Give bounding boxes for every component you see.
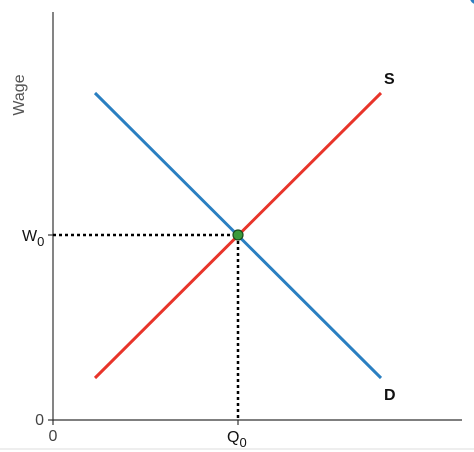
x-origin-label: 0 xyxy=(49,428,58,445)
equilibrium-point xyxy=(232,229,244,241)
supply-label: S xyxy=(384,71,395,88)
wage-label: W0 xyxy=(22,228,44,249)
corner-handle xyxy=(470,0,474,4)
quantity-sub: 0 xyxy=(239,435,246,450)
wage-main: W xyxy=(22,228,38,245)
y-origin-label: 0 xyxy=(35,412,44,429)
y-axis-label: Wage xyxy=(11,74,28,115)
wage-sub: 0 xyxy=(37,234,44,249)
demand-label: D xyxy=(384,387,396,404)
quantity-main: Q xyxy=(227,429,239,446)
quantity-label: Q0 xyxy=(227,429,247,450)
